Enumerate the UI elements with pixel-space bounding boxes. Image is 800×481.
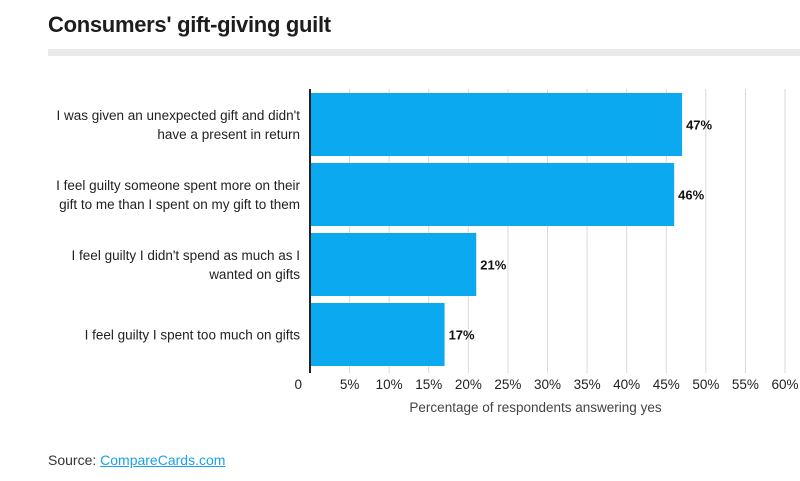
bar-2 xyxy=(310,163,675,226)
x-tick-label: 30% xyxy=(534,377,561,392)
source-label: Source: xyxy=(48,452,101,468)
category-label-line: wanted on gifts xyxy=(208,267,300,282)
source-link[interactable]: CompareCards.com xyxy=(100,452,226,468)
value-label: 17% xyxy=(449,328,475,343)
category-label-line: I feel guilty I spent too much on gifts xyxy=(85,328,301,343)
category-label-line: I feel guilty someone spent more on thei… xyxy=(56,178,300,193)
bar-3 xyxy=(310,233,477,296)
x-tick-label: 35% xyxy=(574,377,601,392)
title-divider xyxy=(48,49,800,56)
value-label: 47% xyxy=(686,118,712,133)
value-label: 46% xyxy=(678,188,704,203)
source-note: Source: CompareCards.com xyxy=(48,452,225,468)
bar-4 xyxy=(310,303,445,366)
x-tick-label: 20% xyxy=(455,377,482,392)
category-label: I feel guilty someone spent more on thei… xyxy=(56,178,300,212)
category-label-line: gift to me than I spent on my gift to th… xyxy=(59,197,300,212)
x-tick-label: 55% xyxy=(732,377,759,392)
category-label: I was given an unexpected gift and didn'… xyxy=(57,108,301,142)
x-tick-label: 40% xyxy=(613,377,640,392)
value-label: 21% xyxy=(480,258,506,273)
x-axis-label: Percentage of respondents answering yes xyxy=(409,400,661,415)
x-tick-label: 5% xyxy=(340,377,360,392)
category-label-line: have a present in return xyxy=(157,127,300,142)
x-tick-label: 25% xyxy=(494,377,521,392)
bar-1 xyxy=(310,93,683,156)
x-tick-label: 50% xyxy=(692,377,719,392)
x-tick-label: 0 xyxy=(294,377,302,392)
x-tick-label: 10% xyxy=(376,377,403,392)
x-tick-label: 60% xyxy=(771,377,798,392)
category-label: I feel guilty I didn't spend as much as … xyxy=(72,248,301,282)
bar-chart: 47% I was given an unexpected gift and di… xyxy=(56,89,799,415)
x-tick-label: 45% xyxy=(653,377,680,392)
category-label-line: I feel guilty I didn't spend as much as … xyxy=(72,248,300,263)
chart-title: Consumers' gift-giving guilt xyxy=(48,12,331,37)
x-tick-label: 15% xyxy=(415,377,442,392)
category-label: I feel guilty I spent too much on gifts xyxy=(85,328,301,343)
category-label-line: I was given an unexpected gift and didn'… xyxy=(57,108,301,123)
